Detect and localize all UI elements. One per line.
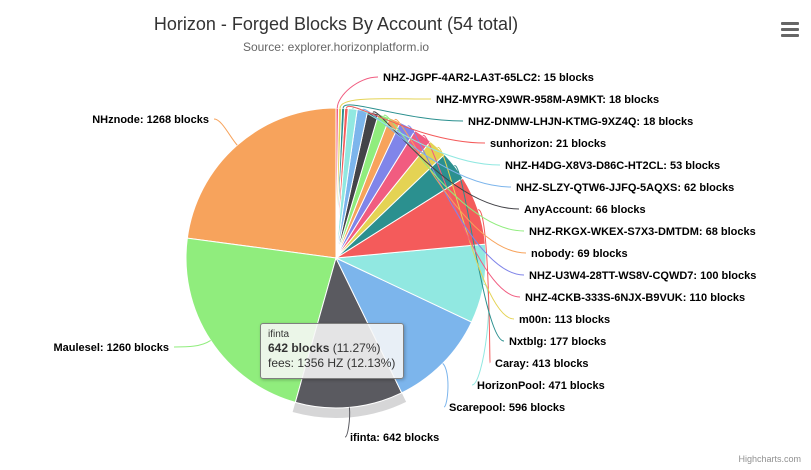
tooltip-fees: fees: 1356 HZ (12.13%) (268, 356, 396, 370)
connector-sunhorizon (345, 106, 486, 144)
data-label-horizonpool: HorizonPool: 471 blocks (477, 380, 605, 392)
pie-slice-nhznode[interactable] (186, 107, 337, 259)
connector-nhz-dnmw-lhjn-ktmg-9xz4q (342, 104, 464, 122)
chart-subtitle: Source: explorer.horizonplatform.io (242, 40, 430, 54)
data-label-anyaccount: AnyAccount: 66 blocks (524, 204, 646, 216)
data-label-nhznode: NHznode: 1268 blocks (92, 114, 209, 126)
connector-caray (477, 209, 491, 364)
data-label-nhz-rkgx-wkex-s7x3-dmtdm: NHZ-RKGX-WKEX-S7X3-DMTDM: 68 blocks (529, 226, 756, 238)
data-label-nhz-myrg-x9wr-958m-a9mkt: NHZ-MYRG-X9WR-958M-A9MKT: 18 blocks (436, 94, 659, 106)
data-label-nxtblg: Nxtblg: 177 blocks (509, 336, 606, 348)
chart-tooltip: ifinta 642 blocks (11.27%) fees: 1356 HZ… (260, 323, 404, 379)
connector-nhz-rkgx-wkex-s7x3-dmtdm (383, 114, 525, 232)
connector-nhznode (213, 118, 238, 146)
connector-maulesel (173, 340, 211, 348)
data-label-nobody: nobody: 69 blocks (531, 248, 628, 260)
tooltip-value-line: 642 blocks (11.27%) (268, 341, 396, 356)
connector-nobody (394, 119, 527, 254)
pie-slice-nhz-jgpf-4ar2-la3t-65lc2[interactable] (335, 107, 340, 259)
connector-nhz-myrg-x9wr-958m-a9mkt (339, 98, 432, 109)
credits-link[interactable]: Highcharts.com (738, 454, 801, 464)
tooltip-value: 642 blocks (268, 341, 330, 355)
data-label-scarepool: Scarepool: 596 blocks (449, 402, 565, 414)
hamburger-menu-icon[interactable] (781, 22, 799, 38)
connector-nhz-jgpf-4ar2-la3t-65lc2 (336, 76, 379, 109)
connector-scarepool (442, 363, 449, 408)
connector-ifinta (344, 407, 351, 438)
tooltip-percent: (11.27%) (332, 341, 381, 355)
connector-horizonpool (471, 283, 490, 386)
data-label-nhz-dnmw-lhjn-ktmg-9xz4q: NHZ-DNMW-LHJN-KTMG-9XZ4Q: 18 blocks (468, 116, 693, 128)
connector-anyaccount (372, 111, 520, 210)
data-label-nhz-jgpf-4ar2-la3t-65lc2: NHZ-JGPF-4AR2-LA3T-65LC2: 15 blocks (383, 72, 594, 84)
tooltip-name: ifinta (268, 329, 290, 340)
data-label-m00n: m00n: 113 blocks (519, 314, 610, 326)
data-label-ifinta: ifinta: 642 blocks (350, 432, 439, 444)
chart-title: Horizon - Forged Blocks By Account (54 t… (153, 14, 519, 34)
data-label-nhz-slzy-qtw6-jjfq-5aqxs: NHZ-SLZY-QTW6-JJFQ-5AQXS: 62 blocks (516, 182, 734, 194)
data-label-nhz-u3w4-28tt-ws8v-cqwd7: NHZ-U3W4-28TT-WS8V-CQWD7: 100 blocks (529, 270, 756, 282)
data-label-nhz-h4dg-x8v3-d86c-ht2cl: NHZ-H4DG-X8V3-D86C-HT2CL: 53 blocks (505, 160, 720, 172)
connector-nhz-slzy-qtw6-jjfq-5aqxs (361, 108, 512, 188)
data-label-maulesel: Maulesel: 1260 blocks (53, 342, 169, 354)
data-label-nhz-4ckb-333s-6njx-b9vuk: NHZ-4CKB-333S-6NJX-B9VUK: 110 blocks (525, 292, 745, 304)
data-label-caray: Caray: 413 blocks (495, 358, 589, 370)
data-label-sunhorizon: sunhorizon: 21 blocks (490, 138, 606, 150)
hover-halo-ifinta (292, 392, 407, 419)
